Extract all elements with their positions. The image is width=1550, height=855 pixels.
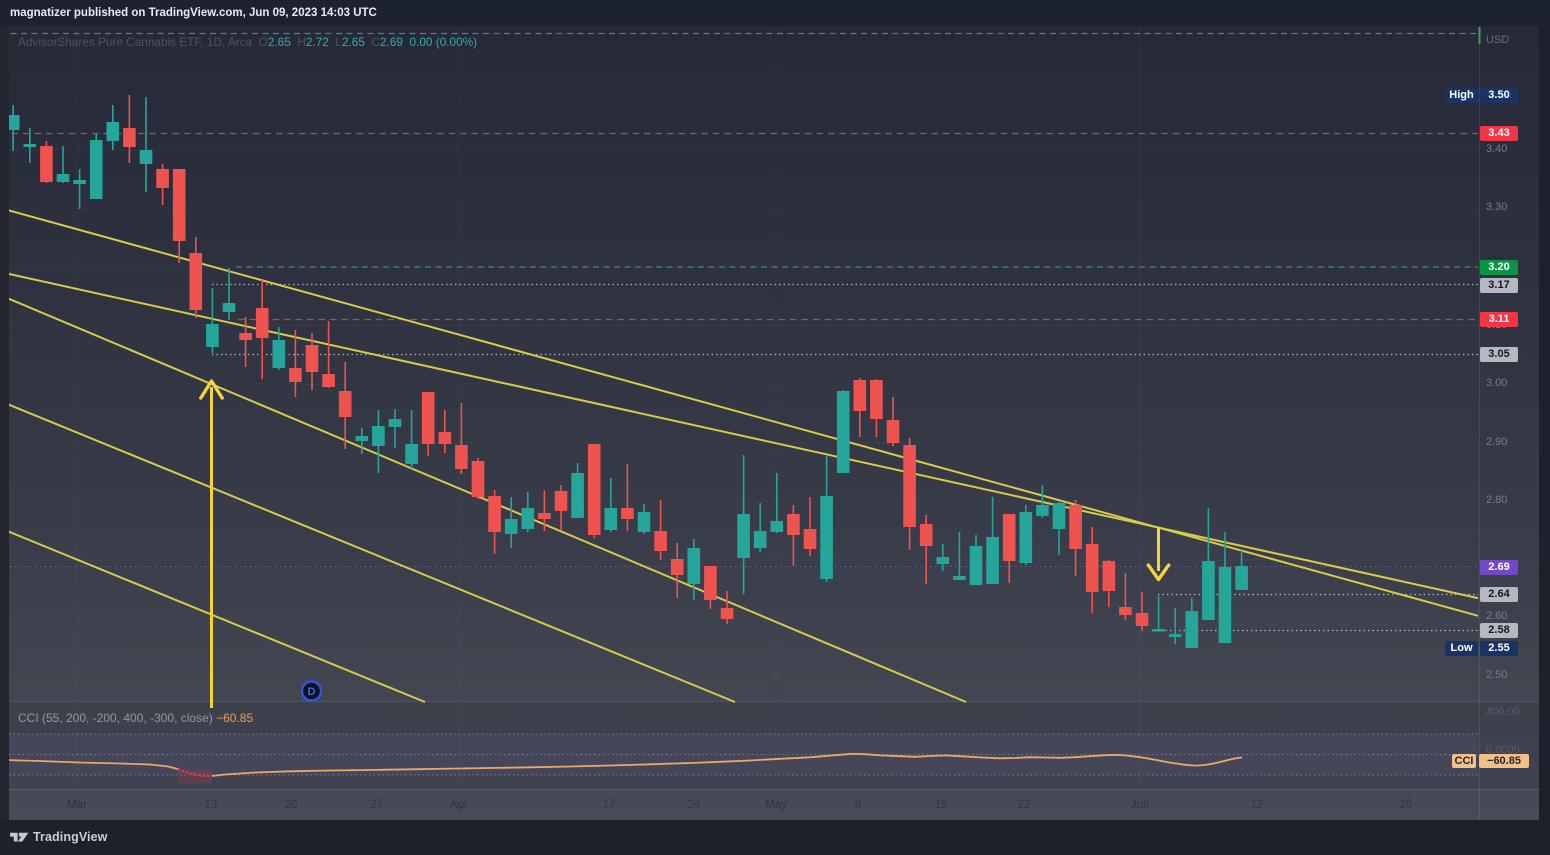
svg-text:D: D xyxy=(308,686,316,698)
